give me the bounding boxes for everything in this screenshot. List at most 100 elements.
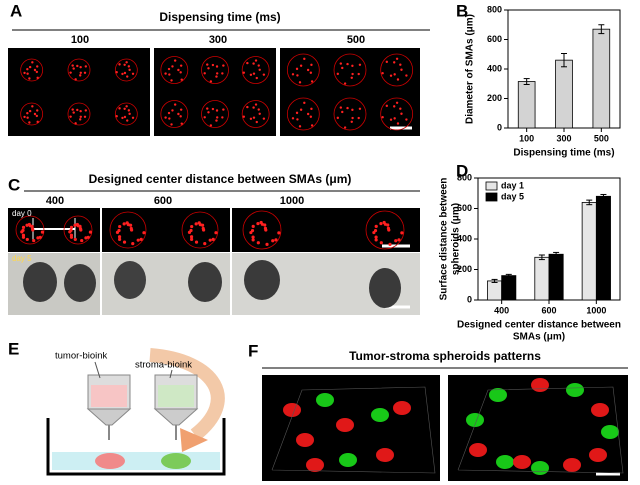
cell <box>123 107 126 110</box>
cell <box>79 65 82 69</box>
cell <box>118 237 122 241</box>
cell <box>271 239 275 243</box>
sma-outline <box>365 210 405 250</box>
cell <box>28 77 31 80</box>
image-label: 600 <box>154 195 172 207</box>
cell <box>33 68 37 72</box>
bar <box>595 195 611 301</box>
image-label: day 0 <box>12 209 32 218</box>
cell <box>190 224 194 229</box>
cell <box>167 67 171 71</box>
cell <box>74 122 77 125</box>
cell <box>358 63 362 66</box>
sma-outline <box>241 56 270 84</box>
bar <box>555 59 573 129</box>
spheroid <box>161 453 191 469</box>
cell <box>274 238 278 242</box>
cell <box>388 242 392 246</box>
spheroid <box>336 418 354 432</box>
cell <box>26 112 29 115</box>
cell <box>32 238 36 243</box>
spheroid <box>496 455 514 469</box>
cell <box>336 72 340 76</box>
panel-letter: C <box>8 175 20 194</box>
cell <box>69 233 74 237</box>
cell <box>339 106 343 109</box>
cell <box>296 118 299 121</box>
cell <box>358 107 362 110</box>
cell <box>350 120 353 124</box>
spheroid <box>531 461 549 475</box>
cell <box>73 237 77 242</box>
cell <box>399 63 402 66</box>
panel-letter: F <box>248 341 258 360</box>
cell <box>203 241 207 246</box>
cell <box>256 241 260 245</box>
cell <box>164 72 167 75</box>
cell <box>211 237 215 241</box>
sma-outline <box>67 58 91 82</box>
cell <box>374 224 378 228</box>
y-tick-label: 800 <box>487 4 502 14</box>
cell <box>221 116 224 119</box>
cell <box>72 111 75 114</box>
cell <box>379 221 383 226</box>
cell <box>393 73 396 76</box>
cell <box>36 236 40 240</box>
cell <box>405 74 408 77</box>
cell <box>350 76 353 80</box>
y-tick-label: 800 <box>457 172 472 182</box>
x-axis-label: Dispensing time (ms) <box>513 148 614 159</box>
cell <box>400 112 403 115</box>
cell <box>168 117 171 120</box>
cell <box>215 116 219 119</box>
cell <box>393 61 396 64</box>
cell <box>123 71 127 75</box>
leader-line <box>169 369 173 379</box>
cell <box>118 63 121 66</box>
cell <box>252 72 256 75</box>
x-tick-label: 1000 <box>586 305 606 315</box>
cell <box>346 62 349 66</box>
cell <box>126 75 129 78</box>
cell <box>296 74 299 77</box>
cell <box>198 223 202 227</box>
cell <box>79 115 82 118</box>
cell <box>351 116 354 120</box>
cell <box>222 108 225 111</box>
cell <box>257 64 260 67</box>
y-tick-label: 600 <box>457 203 472 213</box>
spheroid <box>513 455 531 469</box>
cell <box>84 65 88 68</box>
y-axis-label: Diameter of SMAs (μm) <box>465 14 476 124</box>
cell <box>258 68 261 71</box>
cell <box>168 73 171 76</box>
cell <box>351 72 354 76</box>
spheroid <box>114 261 146 299</box>
cell <box>309 71 313 74</box>
spheroid <box>589 448 607 462</box>
sma-outline <box>201 100 229 128</box>
cell <box>299 108 303 111</box>
cell <box>252 106 255 109</box>
sma-outline <box>109 211 147 249</box>
cell <box>28 65 32 69</box>
cell <box>393 117 396 120</box>
cell <box>207 67 210 70</box>
cell <box>122 240 127 244</box>
cell <box>31 61 34 64</box>
cell <box>395 101 399 105</box>
cell <box>374 238 378 242</box>
cell <box>128 68 131 72</box>
bar <box>548 253 564 301</box>
cell <box>126 119 129 122</box>
y-tick-label: 400 <box>487 63 502 73</box>
cell <box>295 67 299 71</box>
sma-outline <box>114 102 138 126</box>
cell <box>303 57 306 61</box>
cell <box>123 63 126 66</box>
cell <box>35 70 39 74</box>
bioink <box>158 385 194 407</box>
cell <box>129 226 133 231</box>
cell <box>69 71 72 74</box>
